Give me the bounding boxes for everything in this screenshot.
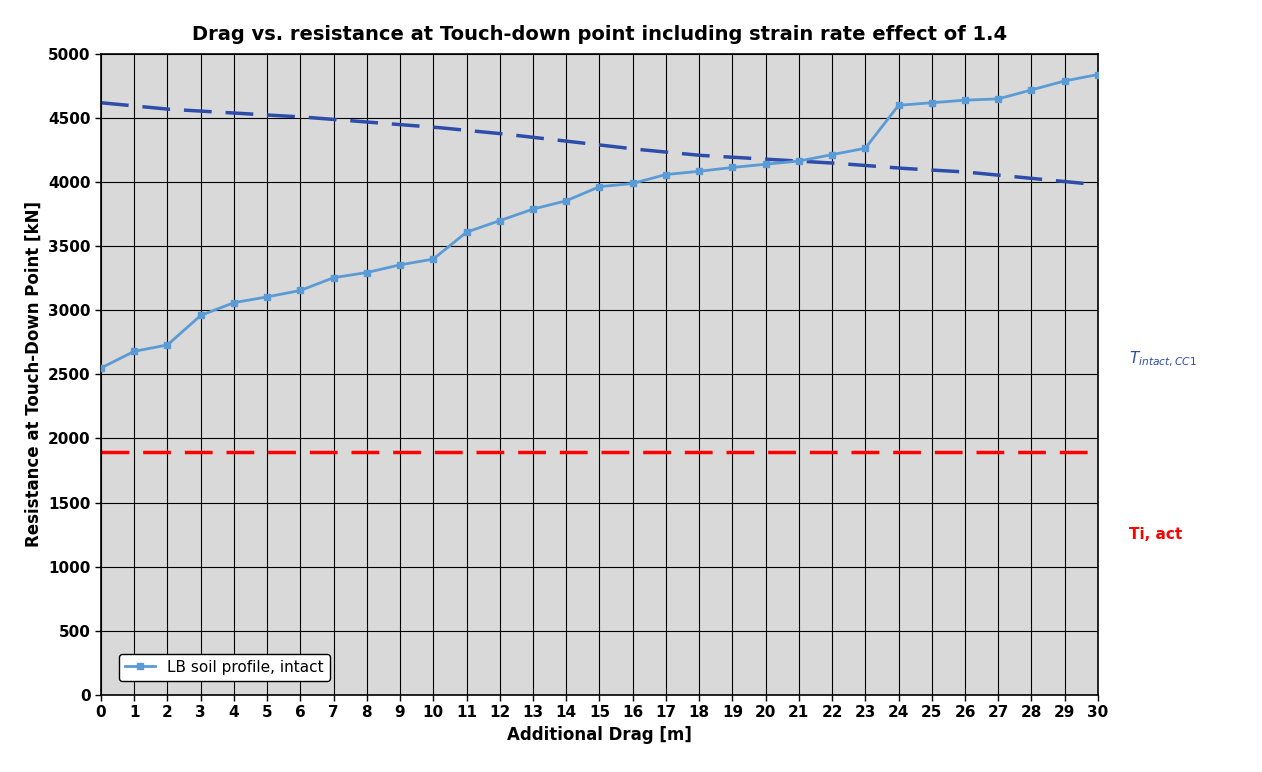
LB soil profile, intact xyxy=(425,255,440,264)
LB soil profile, intact xyxy=(659,170,674,179)
LB soil profile, intact xyxy=(226,298,241,307)
LB soil profile, intact xyxy=(1090,70,1106,80)
LB soil profile, intact xyxy=(293,286,308,295)
Legend: LB soil profile, intact: LB soil profile, intact xyxy=(119,654,331,681)
LB soil profile, intact xyxy=(1058,76,1073,86)
LB soil profile, intact xyxy=(459,228,475,237)
LB soil profile, intact xyxy=(625,179,640,188)
LB soil profile, intact xyxy=(692,167,707,176)
LB soil profile, intact xyxy=(958,96,973,105)
LB soil profile, intact xyxy=(360,268,375,277)
LB soil profile, intact xyxy=(160,340,175,350)
LB soil profile, intact xyxy=(525,205,540,214)
LB soil profile, intact xyxy=(1023,85,1039,94)
LB soil profile, intact xyxy=(559,196,574,205)
LB soil profile, intact xyxy=(891,100,906,110)
Text: Ti, act: Ti, act xyxy=(1129,527,1182,542)
Line: LB soil profile, intact: LB soil profile, intact xyxy=(97,71,1102,371)
Title: Drag vs. resistance at Touch-down point including strain rate effect of 1.4: Drag vs. resistance at Touch-down point … xyxy=(192,25,1007,44)
LB soil profile, intact xyxy=(991,94,1006,103)
LB soil profile, intact xyxy=(492,216,507,225)
Y-axis label: Resistance at Touch-Down Point [kN]: Resistance at Touch-Down Point [kN] xyxy=(24,201,43,547)
LB soil profile, intact xyxy=(193,311,208,320)
LB soil profile, intact xyxy=(592,182,607,191)
LB soil profile, intact xyxy=(392,260,408,269)
LB soil profile, intact xyxy=(858,144,873,153)
LB soil profile, intact xyxy=(724,163,740,172)
Text: $T_{intact, CC1}$: $T_{intact, CC1}$ xyxy=(1129,349,1198,368)
LB soil profile, intact xyxy=(824,150,839,159)
LB soil profile, intact xyxy=(126,347,141,356)
LB soil profile, intact xyxy=(791,157,806,166)
LB soil profile, intact xyxy=(924,98,939,107)
X-axis label: Additional Drag [m]: Additional Drag [m] xyxy=(507,726,692,743)
LB soil profile, intact xyxy=(260,293,275,302)
LB soil profile, intact xyxy=(93,364,109,373)
LB soil profile, intact xyxy=(326,273,341,283)
LB soil profile, intact xyxy=(758,160,774,169)
